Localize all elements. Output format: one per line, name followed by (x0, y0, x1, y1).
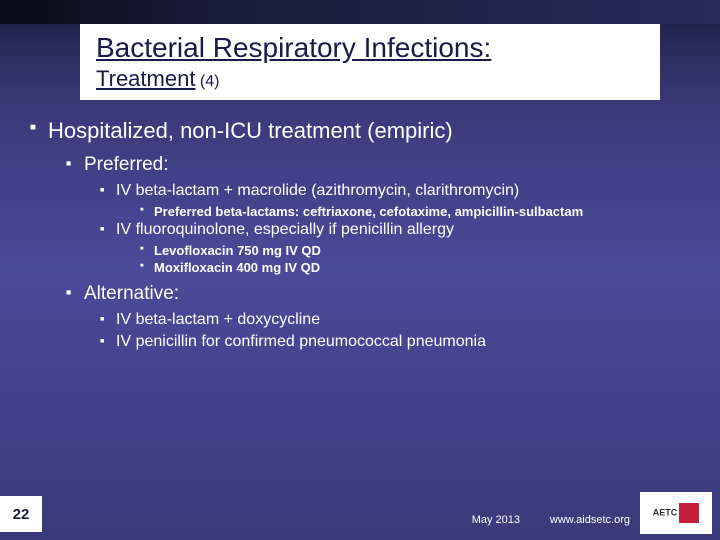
footer-url: www.aidsetc.org (550, 514, 630, 526)
bullet-alt-b: IV penicillin for confirmed pneumococcal… (100, 333, 690, 351)
page-number: 22 (0, 496, 42, 532)
bullet-pref-b: IV fluoroquinolone, especially if penici… (100, 221, 690, 239)
bullet-pref-b2: Moxifloxacin 400 mg IV QD (140, 260, 690, 275)
header-bar (0, 0, 720, 24)
bullet-alternative: Alternative: (66, 283, 690, 305)
title-suffix: (4) (200, 73, 220, 90)
title-sub-row: Treatment (4) (96, 66, 644, 92)
logo-red-square (679, 503, 699, 523)
footer-date: May 2013 (472, 514, 520, 526)
bullet-pref-a1: Preferred beta-lactams: ceftriaxone, cef… (140, 204, 690, 219)
title-main: Bacterial Respiratory Infections: (96, 32, 644, 64)
footer: 22 May 2013 www.aidsetc.org AETC (0, 490, 720, 540)
aetc-logo: AETC (640, 492, 712, 534)
bullet-pref-b1: Levofloxacin 750 mg IV QD (140, 243, 690, 258)
bullet-preferred: Preferred: (66, 154, 690, 176)
logo-label: AETC (653, 507, 678, 517)
bullet-lv1: Hospitalized, non-ICU treatment (empiric… (30, 118, 690, 144)
title-sub: Treatment (96, 66, 195, 91)
logo-text: AETC (653, 503, 700, 523)
bullet-pref-a: IV beta-lactam + macrolide (azithromycin… (100, 182, 690, 200)
title-box: Bacterial Respiratory Infections: Treatm… (80, 24, 660, 100)
content-area: Hospitalized, non-ICU treatment (empiric… (0, 100, 720, 351)
bullet-alt-a: IV beta-lactam + doxycycline (100, 311, 690, 329)
